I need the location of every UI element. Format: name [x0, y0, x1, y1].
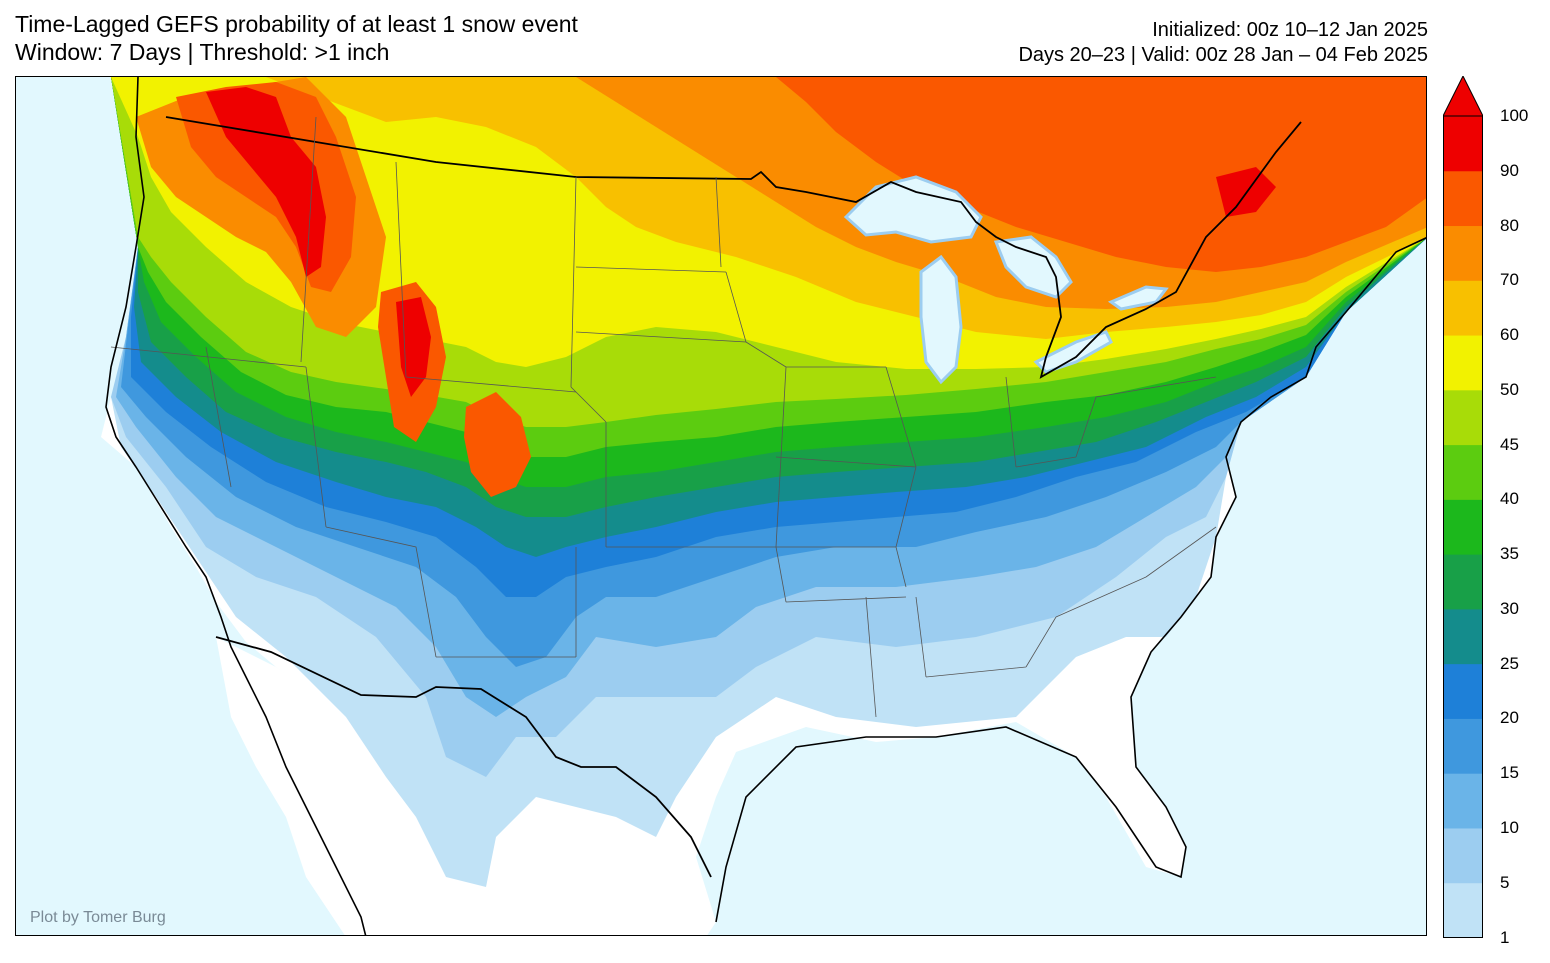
map-title: Time-Lagged GEFS probability of at least… [15, 10, 578, 66]
colorbar-tick-label: 40 [1500, 489, 1519, 509]
lake-ontario [1107, 285, 1169, 311]
colorbar-segment [1443, 663, 1483, 719]
probability-map: Plot by Tomer Burg [15, 76, 1427, 936]
political-borders [110, 116, 1302, 878]
title-line-2: Window: 7 Days | Threshold: >1 inch [15, 39, 390, 65]
colorbar-segment [1443, 608, 1483, 665]
colorbar-tick-label: 90 [1500, 160, 1519, 180]
plot-credit: Plot by Tomer Burg [30, 909, 166, 926]
us-canada-border [165, 116, 1302, 379]
colorbar-segment [1443, 882, 1483, 938]
colorbar-segment [1443, 773, 1483, 829]
colorbar-tick-label: 5 [1500, 872, 1510, 892]
init-line: Initialized: 00z 10–12 Jan 2025 [1152, 19, 1428, 41]
colorbar-segment [1443, 827, 1483, 884]
colorbar-segment [1443, 280, 1483, 336]
lake-superior [843, 175, 983, 244]
colorbar-segment [1443, 225, 1483, 281]
us-mexico-border [215, 636, 712, 878]
colorbar-segment [1443, 116, 1483, 172]
colorbar-segment [1443, 444, 1483, 500]
colorbar-tick-label: 60 [1500, 325, 1519, 345]
colorbar-tick-label: 70 [1500, 270, 1519, 290]
map-metadata: Initialized: 00z 10–12 Jan 2025 Days 20–… [1018, 18, 1428, 68]
colorbar-segment [1443, 170, 1483, 227]
colorbar-segment [1443, 718, 1483, 774]
contour-80 [776, 77, 1426, 272]
colorbar-tick-label: 45 [1500, 434, 1519, 454]
mexico-land [216, 637, 486, 935]
colorbar-tick-label: 20 [1500, 708, 1519, 728]
lake-huron [993, 235, 1073, 299]
probability-contours [111, 77, 1426, 887]
colorbar-tick-label: 50 [1500, 379, 1519, 399]
colorbar-tick-label: 1 [1500, 927, 1510, 947]
valid-line: Days 20–23 | Valid: 00z 28 Jan – 04 Feb … [1018, 44, 1428, 66]
contour-rockies-90 [396, 297, 431, 397]
colorbar-tick-label: 35 [1500, 544, 1519, 564]
colorbar-segment [1443, 554, 1483, 610]
colorbar-tick-label: 25 [1500, 653, 1519, 673]
colorbar-segments [1443, 116, 1483, 938]
map-canvas [16, 77, 1426, 935]
lake-michigan [919, 254, 963, 385]
colorbar-extend-arrow [1443, 76, 1483, 117]
state-lines [110, 116, 1217, 718]
colorbar [1443, 76, 1483, 938]
title-line-1: Time-Lagged GEFS probability of at least… [15, 11, 578, 37]
contour-colorado-80 [464, 392, 531, 497]
colorbar-tick-label: 30 [1500, 598, 1519, 618]
coastline [105, 77, 1426, 935]
colorbar-tick-label: 100 [1500, 106, 1529, 125]
colorbar-segment [1443, 335, 1483, 391]
colorbar-tick-label: 15 [1500, 763, 1519, 783]
colorbar-frame [1443, 115, 1483, 938]
contour-west-90 [206, 87, 326, 277]
colorbar-tick-label: 10 [1500, 817, 1519, 837]
colorbar-segment [1443, 389, 1483, 446]
colorbar-tick-label: 80 [1500, 215, 1519, 235]
colorbar-segment [1443, 499, 1483, 555]
